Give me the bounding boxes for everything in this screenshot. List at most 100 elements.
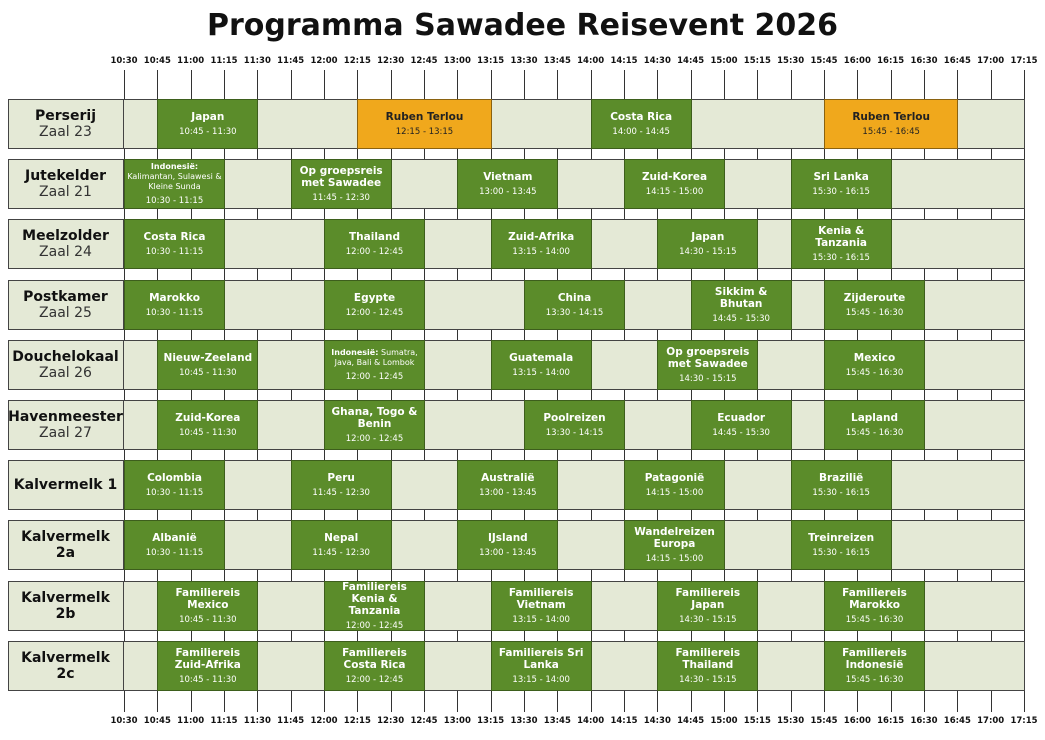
time-label-top: 13:45 <box>543 56 571 66</box>
time-label-bottom: 14:00 <box>577 716 605 726</box>
session-time: 15:45 - 16:30 <box>845 614 904 625</box>
time-label-bottom: 11:15 <box>210 716 238 726</box>
time-label-bottom: 12:30 <box>377 716 405 726</box>
session-block: Zuid-Afrika 13:15 - 14:00 <box>490 219 592 270</box>
session-title: China <box>557 291 592 304</box>
room-zaal: Zaal 27 <box>39 425 92 441</box>
session-title: Japan <box>691 231 725 244</box>
time-label-bottom: 10:45 <box>143 716 171 726</box>
time-gridline <box>857 70 859 712</box>
session-block: Op groepsreis met Sawadee 11:45 - 12:30 <box>290 159 392 210</box>
time-gridline <box>190 70 192 712</box>
time-gridline <box>457 70 459 712</box>
session-time: 10:30 - 11:15 <box>145 247 204 258</box>
session-block: Costa Rica 10:30 - 11:15 <box>124 219 225 270</box>
time-label-top: 11:30 <box>243 56 271 66</box>
session-block: Op groepsreis met Sawadee 14:30 - 15:15 <box>657 339 759 390</box>
session-block: Australië 13:00 - 13:45 <box>457 460 559 511</box>
time-gridline <box>790 70 792 712</box>
time-label-bottom: 12:45 <box>410 716 438 726</box>
time-label-top: 10:30 <box>110 56 138 66</box>
session-block: Zijderoute 15:45 - 16:30 <box>824 279 925 330</box>
session-block: IJsland 13:00 - 13:45 <box>457 520 559 571</box>
session-title: Japan <box>191 111 225 123</box>
session-time: 14:00 - 14:45 <box>612 127 670 137</box>
time-label-top: 13:30 <box>510 56 538 66</box>
session-title-bold: Indonesië: <box>331 347 379 357</box>
session-title: IJsland <box>487 532 528 545</box>
time-gridline <box>957 70 959 712</box>
session-time: 12:00 - 12:45 <box>345 674 404 685</box>
session-time: 11:45 - 12:30 <box>312 488 370 499</box>
time-gridline <box>224 70 225 712</box>
time-gridline <box>357 70 359 712</box>
time-label-top: 14:45 <box>677 56 705 66</box>
time-gridline <box>524 70 525 712</box>
session-block: Ruben Terlou 12:15 - 13:15 <box>357 99 492 149</box>
session-title: Colombia <box>147 472 202 485</box>
room-name: Kalvermelk <box>21 529 110 546</box>
time-gridline <box>424 70 425 712</box>
session-block: Familiereis Thailand 14:30 - 15:15 <box>657 640 759 691</box>
session-time: 12:00 - 12:45 <box>345 620 404 631</box>
session-title: Familiereis Indonesië <box>842 646 907 671</box>
time-label-bottom: 14:30 <box>643 716 671 726</box>
session-block: Familiereis Vietnam 13:15 - 14:00 <box>490 580 592 631</box>
session-title: Lapland <box>851 412 898 424</box>
time-gridline <box>724 70 725 712</box>
session-time: 15:45 - 16:30 <box>845 367 904 378</box>
time-label-bottom: 13:00 <box>443 716 471 726</box>
session-time: 15:30 - 16:15 <box>812 187 870 198</box>
session-block: Brazilië 15:30 - 16:15 <box>790 460 892 511</box>
session-title: Familiereis Zuid-Afrika <box>174 646 241 671</box>
session-time: 10:45 - 11:30 <box>179 428 237 438</box>
session-time: 13:15 - 14:00 <box>512 367 570 378</box>
room-label: Jutekelder Zaal 21 <box>8 159 124 210</box>
time-label-top: 16:15 <box>877 56 905 66</box>
time-label-top: 10:45 <box>143 56 171 66</box>
room-label: Douchelokaal Zaal 26 <box>8 339 124 390</box>
session-title: Egypte <box>353 291 396 304</box>
session-time: 12:00 - 12:45 <box>345 247 404 258</box>
time-label-bottom: 13:45 <box>543 716 571 726</box>
room-zaal: Zaal 25 <box>39 304 92 321</box>
session-title: Nieuw-Zeeland <box>163 351 253 364</box>
session-block: Familiereis Zuid-Afrika 10:45 - 11:30 <box>157 640 259 691</box>
room-name: Kalvermelk <box>21 589 110 606</box>
session-time: 14:45 - 15:30 <box>712 313 770 324</box>
time-label-bottom: 15:45 <box>810 716 838 726</box>
time-label-bottom: 15:30 <box>777 716 805 726</box>
session-block: Marokko 10:30 - 11:15 <box>124 279 225 330</box>
time-label-bottom: 16:30 <box>910 716 938 726</box>
session-time: 15:30 - 16:15 <box>812 548 870 559</box>
session-time: 15:45 - 16:30 <box>845 674 904 685</box>
time-gridline <box>124 70 125 712</box>
session-block: Familiereis Costa Rica 12:00 - 12:45 <box>324 640 425 691</box>
time-label-top: 15:45 <box>810 56 838 66</box>
room-name: Postkamer <box>23 288 108 305</box>
session-time: 13:00 - 13:45 <box>479 187 537 198</box>
session-title: Familiereis Vietnam <box>508 586 574 611</box>
room-zaal: Zaal 26 <box>39 364 92 381</box>
time-gridline <box>590 70 592 712</box>
room-label: Kalvermelk 1 <box>8 460 124 511</box>
time-gridline <box>324 70 325 712</box>
session-title: Australië <box>481 472 535 485</box>
time-label-top: 15:15 <box>743 56 771 66</box>
session-time: 13:15 - 14:00 <box>512 614 570 625</box>
session-block: Thailand 12:00 - 12:45 <box>324 219 425 270</box>
room-name: 2c <box>56 665 75 682</box>
session-block: Nepal 11:45 - 12:30 <box>290 520 392 571</box>
session-title: Nepal <box>324 532 359 545</box>
room-name: 2b <box>55 605 76 622</box>
session-title: Op groepsreis met Sawadee <box>299 165 383 190</box>
session-title: Op groepsreis met Sawadee <box>666 345 750 370</box>
session-block: Familiereis Mexico 10:45 - 11:30 <box>157 580 259 631</box>
time-label-bottom: 17:15 <box>1010 716 1038 726</box>
time-label-top: 15:00 <box>710 56 738 66</box>
time-label-top: 13:15 <box>477 56 505 66</box>
session-block: Ghana, Togo & Benin 12:00 - 12:45 <box>324 400 425 450</box>
session-time: 10:45 - 11:30 <box>179 614 237 625</box>
session-block: Nieuw-Zeeland 10:45 - 11:30 <box>157 339 259 390</box>
